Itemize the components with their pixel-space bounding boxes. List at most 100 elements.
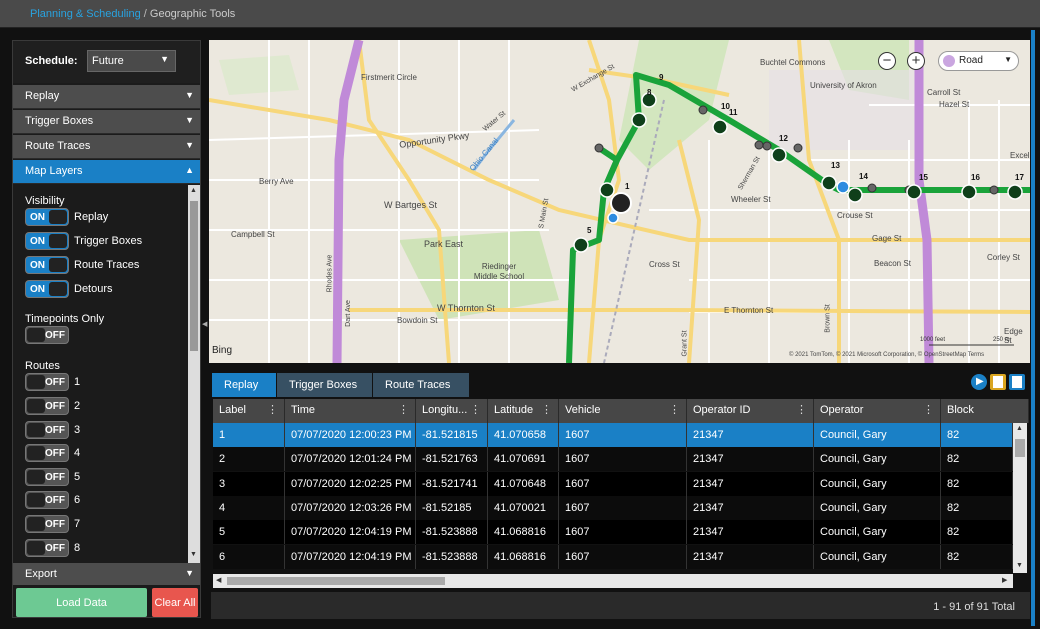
play-icon[interactable]: ▶ bbox=[971, 374, 987, 390]
table-cell: Council, Gary bbox=[814, 520, 941, 545]
scroll-up-icon[interactable]: ▲ bbox=[1016, 425, 1023, 432]
scale-meters: 250 m bbox=[993, 337, 1010, 343]
chevron-down-icon: ▼ bbox=[160, 54, 169, 64]
scroll-down-icon[interactable]: ▼ bbox=[190, 551, 197, 558]
route-toggle[interactable]: OFF bbox=[25, 539, 69, 557]
route-row: OFF 7 bbox=[25, 514, 80, 534]
save-icon[interactable] bbox=[990, 374, 1006, 390]
scroll-thumb[interactable] bbox=[1015, 439, 1025, 457]
replay-toggle[interactable]: ON bbox=[25, 208, 69, 226]
route-toggle[interactable]: OFF bbox=[25, 397, 69, 415]
route-traces-toggle[interactable]: ON bbox=[25, 256, 69, 274]
column-title: Operator ID bbox=[693, 404, 751, 416]
column-header-operator[interactable]: Operator ⋮ bbox=[814, 399, 941, 423]
table-cell: 07/07/2020 12:04:19 PM bbox=[285, 520, 416, 545]
table-row[interactable]: 4 07/07/2020 12:03:26 PM -81.52185 41.07002… bbox=[213, 495, 1013, 520]
toggle-state: OFF bbox=[45, 330, 65, 341]
map-label: Wheeler St bbox=[731, 195, 771, 204]
map-view[interactable]: Buchtel Commons University of Akron Carr… bbox=[209, 40, 1030, 363]
map-label: Gage St bbox=[872, 234, 902, 243]
table-row[interactable]: 6 07/07/2020 12:04:19 PM -81.523888 41.0688… bbox=[213, 544, 1013, 569]
accordion-export[interactable]: Export ▼ bbox=[13, 563, 200, 585]
column-menu-icon[interactable]: ⋮ bbox=[669, 404, 680, 416]
tab-route-traces[interactable]: Route Traces bbox=[373, 373, 469, 397]
map-label: Campbell St bbox=[231, 230, 275, 239]
table-row[interactable]: 2 07/07/2020 12:01:24 PM -81.521763 41.0706… bbox=[213, 447, 1013, 472]
zoom-in-button[interactable]: + bbox=[907, 52, 925, 70]
trigger-boxes-toggle[interactable]: ON bbox=[25, 232, 69, 250]
accordion-trigger-boxes[interactable]: Trigger Boxes ▼ bbox=[13, 110, 200, 134]
route-toggle[interactable]: OFF bbox=[25, 421, 69, 439]
map-label: Beacon St bbox=[874, 259, 911, 268]
scroll-left-icon[interactable]: ◀ bbox=[216, 577, 222, 584]
table-row[interactable]: 3 07/07/2020 12:02:25 PM -81.521741 41.0706… bbox=[213, 471, 1013, 496]
column-header-label[interactable]: Label ⋮ bbox=[213, 399, 285, 423]
toggle-row-route-traces: ON Route Traces bbox=[25, 255, 139, 275]
table-cell: 41.068816 bbox=[488, 544, 559, 569]
clear-all-button[interactable]: Clear All bbox=[152, 588, 198, 617]
accordion-replay[interactable]: Replay ▼ bbox=[13, 85, 200, 109]
scroll-up-icon[interactable]: ▲ bbox=[190, 187, 197, 194]
grid-vertical-scrollbar[interactable]: ▲ ▼ bbox=[1013, 423, 1027, 573]
timepoints-toggle[interactable]: OFF bbox=[25, 326, 69, 344]
map-label: E Thornton St bbox=[724, 306, 774, 315]
toggle-knob bbox=[27, 399, 45, 413]
scroll-thumb[interactable] bbox=[227, 577, 445, 585]
table-row[interactable]: 5 07/07/2020 12:04:19 PM -81.523888 41.0688… bbox=[213, 520, 1013, 545]
column-header-longitude[interactable]: Longitu... ⋮ bbox=[416, 399, 488, 423]
table-row[interactable]: 1 07/07/2020 12:00:23 PM -81.521815 41.0706… bbox=[213, 423, 1013, 447]
map-label: W Thornton St bbox=[437, 303, 495, 313]
stop-number: 13 bbox=[831, 161, 840, 170]
column-title: Block bbox=[947, 404, 974, 416]
toggle-state: OFF bbox=[45, 448, 65, 459]
table-cell: 21347 bbox=[687, 447, 814, 472]
column-header-operator-id[interactable]: Operator ID ⋮ bbox=[687, 399, 814, 423]
route-toggle[interactable]: OFF bbox=[25, 515, 69, 533]
schedule-select[interactable]: Future ▼ bbox=[87, 50, 176, 72]
column-menu-icon[interactable]: ⋮ bbox=[398, 404, 409, 416]
column-header-block[interactable]: Block bbox=[941, 399, 1029, 423]
accordion-label: Replay bbox=[25, 90, 60, 102]
table-cell: -81.521741 bbox=[416, 471, 488, 496]
scroll-right-icon[interactable]: ▶ bbox=[1002, 577, 1008, 584]
column-menu-icon[interactable]: ⋮ bbox=[470, 404, 481, 416]
accordion-label: Route Traces bbox=[25, 140, 91, 152]
column-menu-icon[interactable]: ⋮ bbox=[923, 404, 934, 416]
route-toggle[interactable]: OFF bbox=[25, 373, 69, 391]
accordion-map-layers[interactable]: Map Layers ▲ bbox=[13, 160, 200, 184]
table-cell: 21347 bbox=[687, 495, 814, 520]
zoom-out-button[interactable]: − bbox=[878, 52, 896, 70]
collapse-handle-icon[interactable]: ◀ bbox=[202, 321, 208, 328]
column-menu-icon[interactable]: ⋮ bbox=[796, 404, 807, 416]
column-menu-icon[interactable]: ⋮ bbox=[541, 404, 552, 416]
map-label: Corley St bbox=[987, 253, 1020, 262]
map-style-select[interactable]: Road ▼ bbox=[938, 51, 1019, 71]
table-cell: 82 bbox=[941, 495, 1013, 520]
toggle-label: 2 bbox=[74, 400, 81, 412]
column-menu-icon[interactable]: ⋮ bbox=[267, 404, 278, 416]
route-toggle[interactable]: OFF bbox=[25, 491, 69, 509]
map-label: W Bartges St bbox=[384, 200, 438, 210]
load-data-button[interactable]: Load Data bbox=[16, 588, 147, 617]
map-copyright[interactable]: © 2021 TomTom, © 2021 Microsoft Corporat… bbox=[789, 352, 985, 358]
table-cell: 1607 bbox=[559, 520, 687, 545]
panel-scrollbar[interactable]: ▲ ▼ bbox=[188, 185, 200, 563]
breadcrumb-section[interactable]: Planning & Scheduling bbox=[30, 8, 141, 20]
accordion-route-traces[interactable]: Route Traces ▼ bbox=[13, 135, 200, 159]
route-row: OFF 3 bbox=[25, 420, 80, 440]
scroll-down-icon[interactable]: ▼ bbox=[1016, 562, 1023, 569]
route-toggle[interactable]: OFF bbox=[25, 444, 69, 462]
detours-toggle[interactable]: ON bbox=[25, 280, 69, 298]
toggle-label: Route Traces bbox=[74, 259, 140, 271]
grid-horizontal-scrollbar[interactable]: ◀ ▶ bbox=[213, 574, 1013, 588]
toggle-label: Detours bbox=[74, 283, 113, 295]
toggle-state: OFF bbox=[45, 543, 65, 554]
save-as-icon[interactable] bbox=[1009, 374, 1025, 390]
tab-replay[interactable]: Replay bbox=[212, 373, 276, 397]
scroll-thumb[interactable] bbox=[190, 201, 198, 351]
column-header-vehicle[interactable]: Vehicle ⋮ bbox=[559, 399, 687, 423]
route-toggle[interactable]: OFF bbox=[25, 468, 69, 486]
column-header-latitude[interactable]: Latitude ⋮ bbox=[488, 399, 559, 423]
column-header-time[interactable]: Time ⋮ bbox=[285, 399, 416, 423]
tab-trigger-boxes[interactable]: Trigger Boxes bbox=[277, 373, 372, 397]
